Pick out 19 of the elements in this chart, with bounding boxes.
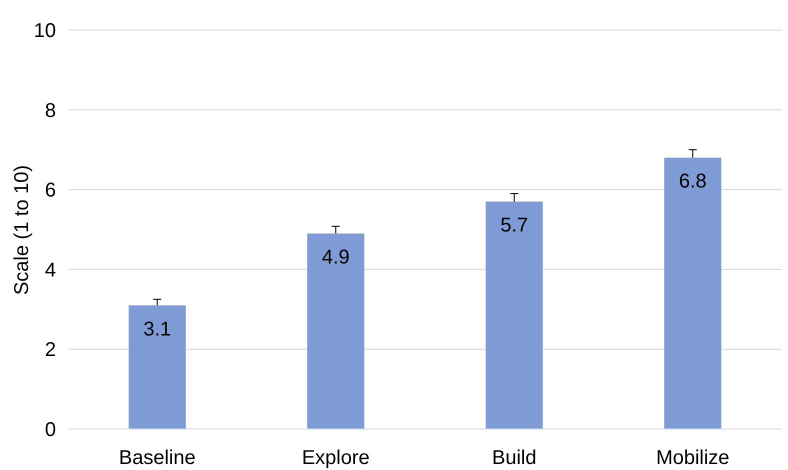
x-tick-label: Mobilize (656, 447, 730, 469)
y-axis-title: Scale (1 to 10) (11, 164, 33, 296)
data-label: 4.9 (322, 246, 350, 268)
x-tick-label: Baseline (118, 447, 196, 469)
x-tick-label: Explore (302, 447, 370, 469)
bar (307, 233, 364, 429)
y-tick-label: 2 (44, 339, 56, 362)
bar (486, 202, 543, 429)
y-tick-label: 10 (34, 20, 56, 42)
x-tick-label: Build (492, 447, 536, 469)
y-tick-label: 0 (44, 419, 56, 441)
y-tick-label: 4 (44, 259, 56, 282)
y-tick-label: 6 (44, 180, 56, 202)
data-label: 6.8 (678, 170, 707, 193)
bar (664, 158, 722, 429)
data-label: 3.1 (143, 318, 172, 340)
data-label: 5.7 (500, 214, 528, 237)
y-tick-label: 8 (44, 100, 56, 122)
bar (128, 305, 186, 429)
